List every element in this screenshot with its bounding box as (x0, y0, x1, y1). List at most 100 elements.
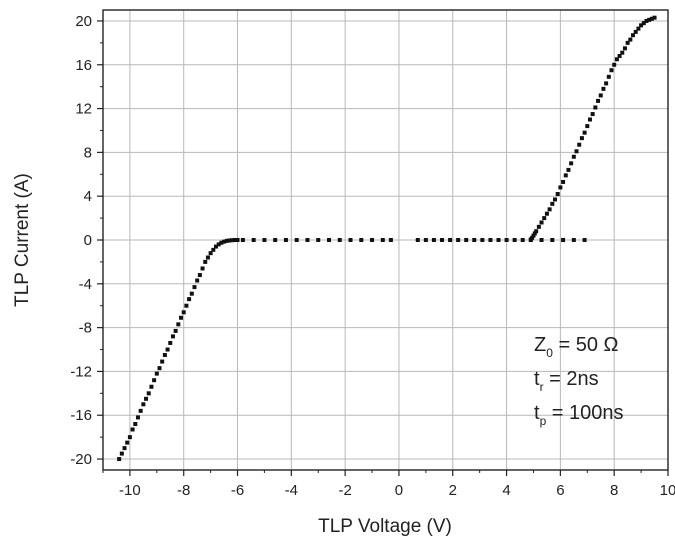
data-point (130, 427, 135, 432)
y-tick-label: -20 (70, 451, 92, 468)
data-point (337, 238, 342, 242)
data-point (547, 207, 552, 212)
data-point (179, 315, 184, 320)
data-point (539, 238, 544, 242)
axis-ticks (97, 20, 669, 476)
data-point (165, 347, 170, 352)
x-tick-labels: -10 -8 -6 -4 -2 0 2 4 6 8 10 (119, 482, 675, 499)
data-point (593, 105, 598, 110)
data-point (633, 29, 638, 34)
data-point (214, 244, 218, 249)
data-point (582, 238, 587, 242)
data-point (636, 26, 641, 31)
y-tick-label: 20 (75, 13, 92, 30)
data-point (415, 238, 420, 242)
y-tick-label: -8 (79, 320, 92, 337)
data-point (316, 238, 321, 242)
data-point (235, 238, 240, 242)
data-point (536, 224, 541, 229)
data-point (144, 396, 149, 401)
data-point (283, 238, 288, 242)
data-point (423, 238, 428, 242)
data-point (569, 161, 574, 166)
y-tick-label: -16 (70, 407, 92, 424)
data-point (532, 231, 537, 236)
x-tick-label: -8 (177, 482, 190, 499)
data-point (173, 328, 178, 333)
data-point (157, 366, 162, 371)
data-point (561, 179, 566, 184)
data-point (273, 238, 278, 242)
y-tick-label: 12 (75, 101, 92, 118)
data-point (152, 378, 157, 383)
data-point (566, 167, 571, 172)
data-point (138, 408, 143, 413)
data-point (601, 86, 606, 91)
data-point (596, 98, 601, 103)
data-point (550, 201, 555, 206)
data-point (612, 62, 617, 67)
data-point (224, 238, 229, 243)
data-point (162, 353, 167, 357)
data-point (550, 238, 555, 242)
data-point (181, 310, 186, 315)
data-point (530, 235, 535, 240)
x-tick-label: 6 (556, 482, 564, 499)
data-point (585, 124, 590, 129)
data-point (251, 238, 256, 242)
y-tick-labels: -20 -16 -12 -8 -4 0 4 8 12 16 20 (70, 13, 92, 468)
data-point (219, 240, 224, 245)
data-point (262, 238, 267, 242)
data-point (579, 136, 584, 141)
data-point (531, 233, 536, 238)
data-point (127, 435, 132, 440)
data-point (448, 238, 453, 242)
data-point (652, 15, 657, 20)
data-point (133, 422, 138, 426)
pulse-width-label: tp = 100ns (534, 402, 624, 428)
data-point (125, 440, 130, 445)
impedance-label: Z0 = 50 Ω (534, 334, 619, 360)
data-point (622, 46, 627, 51)
data-point (504, 238, 509, 242)
data-point (625, 40, 630, 45)
data-point (561, 238, 566, 242)
data-point (192, 285, 197, 290)
x-tick-label: 0 (395, 482, 403, 499)
pulse-parameters-annotation: Z0 = 50 Ω tr = 2ns tp = 100ns (534, 334, 624, 428)
data-point (117, 457, 122, 462)
data-point (176, 322, 181, 327)
data-points (117, 15, 657, 462)
x-tick-label: -4 (285, 482, 298, 499)
data-point (122, 446, 127, 451)
data-point (431, 238, 436, 242)
x-tick-label: -2 (338, 482, 351, 499)
data-point (440, 238, 444, 242)
data-point (154, 371, 159, 376)
data-point (544, 211, 549, 216)
data-point (380, 238, 385, 242)
y-tick-label: 16 (75, 57, 92, 74)
y-tick-label: 4 (84, 188, 92, 205)
data-point (189, 291, 194, 296)
data-point (160, 359, 165, 364)
data-point (553, 197, 557, 202)
x-tick-label: 10 (660, 482, 675, 499)
data-point (135, 415, 140, 420)
x-axis-title: TLP Voltage (V) (318, 516, 452, 537)
data-point (539, 220, 544, 225)
x-tick-label: 8 (610, 482, 618, 499)
data-point (614, 57, 619, 62)
data-point (617, 54, 622, 58)
data-point (472, 238, 477, 242)
y-tick-label: -4 (79, 276, 92, 293)
data-point (604, 81, 609, 86)
data-point (203, 259, 208, 264)
data-point (488, 238, 493, 242)
rise-time-label: tr = 2ns (534, 368, 599, 394)
data-point (348, 238, 353, 242)
data-point (496, 238, 501, 242)
data-point (370, 238, 375, 242)
data-point (644, 18, 649, 23)
